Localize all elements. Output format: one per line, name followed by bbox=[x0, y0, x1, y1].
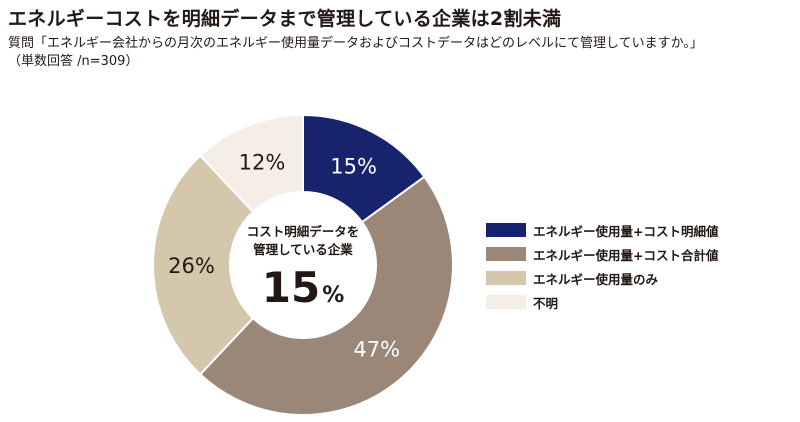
legend-swatch bbox=[486, 223, 526, 237]
survey-question: 質問「エネルギー会社からの月次のエネルギー使用量データおよびコストデータはどのレ… bbox=[8, 36, 703, 51]
donut-slices bbox=[152, 113, 454, 416]
center-unit: % bbox=[322, 283, 344, 308]
chart-title: エネルギーコストを明細データまで管理している企業は2割未満 bbox=[8, 8, 562, 30]
slice-4 bbox=[198, 113, 304, 214]
legend-swatch bbox=[486, 247, 526, 261]
chart-legend: エネルギー使用量+コスト明細値 エネルギー使用量+コスト合計値 エネルギー使用量のみ… bbox=[486, 218, 718, 314]
legend-label: 不明 bbox=[533, 295, 559, 311]
legend-item: エネルギー使用量+コスト合計値 bbox=[486, 242, 718, 266]
legend-swatch bbox=[486, 295, 526, 309]
slice-3 bbox=[152, 154, 255, 376]
legend-swatch bbox=[486, 271, 526, 285]
legend-item: エネルギー使用量のみ bbox=[486, 266, 718, 290]
slice-label-3: 26% bbox=[168, 254, 215, 278]
center-value: 15 bbox=[262, 263, 320, 312]
center-value-group: 15% bbox=[262, 263, 345, 312]
survey-sample-note: （単数回答 /n=309） bbox=[8, 54, 139, 69]
slice-label-4: 12% bbox=[239, 150, 286, 174]
center-caption-line1: コスト明細データを bbox=[247, 224, 360, 239]
slice-labels: 15% 47% 26% 12% bbox=[168, 150, 400, 361]
slice-label-1: 15% bbox=[330, 155, 377, 179]
legend-label: エネルギー使用量のみ bbox=[533, 271, 659, 287]
legend-item: 不明 bbox=[486, 290, 718, 314]
legend-label: エネルギー使用量+コスト合計値 bbox=[533, 247, 719, 263]
slice-label-2: 47% bbox=[353, 338, 400, 362]
center-caption-line2: 管理している企業 bbox=[253, 242, 353, 257]
legend-label: エネルギー使用量+コスト明細値 bbox=[533, 223, 719, 239]
legend-item: エネルギー使用量+コスト明細値 bbox=[486, 218, 718, 242]
slice-2 bbox=[198, 175, 454, 416]
